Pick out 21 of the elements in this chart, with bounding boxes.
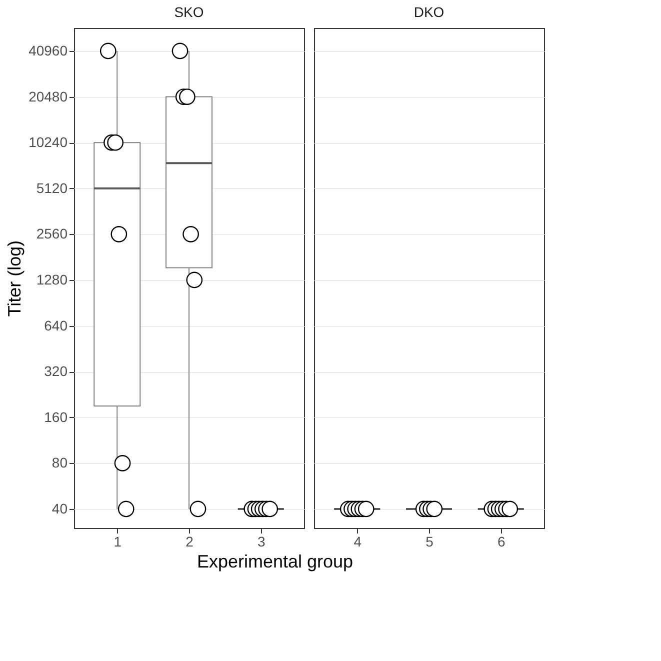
y-tick-label: 40	[52, 500, 68, 516]
y-tick-label: 320	[44, 363, 68, 380]
y-tick-label: 20480	[28, 88, 68, 104]
y-tick-label: 160	[44, 408, 68, 425]
y-tick-label: 40960	[28, 42, 68, 58]
x-tick-label: 5	[426, 534, 434, 550]
y-axis-title: Titer (log)	[4, 240, 25, 317]
y-tick-label: 10240	[28, 134, 68, 150]
y-tick-label: 5120	[36, 180, 68, 196]
x-tick-label: 6	[497, 534, 506, 550]
x-tick-label: 1	[114, 534, 122, 550]
x-tick-label: 3	[257, 534, 266, 550]
y-tick-label: 1280	[36, 271, 68, 288]
chart-title: DKO	[414, 4, 444, 20]
x-tick-label: 4	[354, 534, 362, 550]
y-tick-label: 2560	[36, 226, 68, 242]
chart-title: SKO	[174, 4, 204, 20]
y-tick-label: 640	[44, 317, 68, 334]
x-tick-label: 2	[186, 534, 194, 550]
x-axis-title: Experimental group	[196, 552, 354, 572]
y-tick-label: 80	[52, 454, 68, 471]
